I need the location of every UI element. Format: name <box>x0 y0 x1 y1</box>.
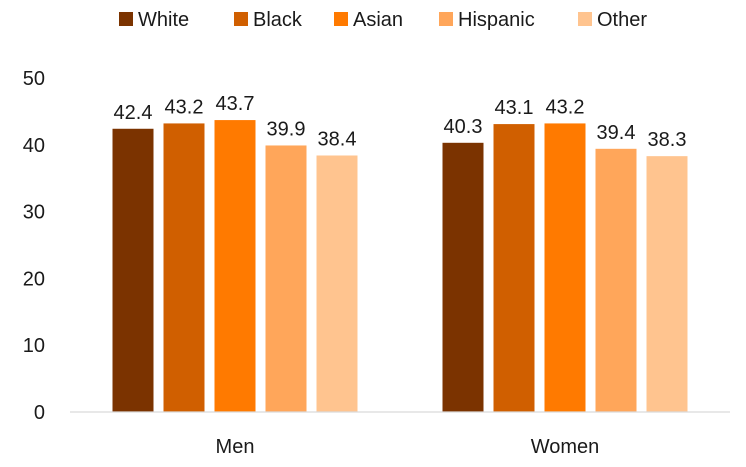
legend-item: Hispanic <box>439 9 535 31</box>
bar <box>595 148 637 413</box>
data-label: 43.1 <box>495 97 534 119</box>
bar <box>112 128 154 412</box>
legend-swatch <box>578 12 592 26</box>
bar <box>163 123 205 412</box>
legend-label: Hispanic <box>458 9 535 31</box>
bars <box>112 120 688 413</box>
legend-label: White <box>138 9 189 31</box>
bar <box>265 145 307 412</box>
legend-swatch <box>439 12 453 26</box>
data-label: 43.7 <box>216 93 255 115</box>
y-tick-label: 10 <box>23 335 45 357</box>
legend-item: Other <box>578 9 647 31</box>
x-tick-label: Women <box>531 436 600 458</box>
data-label: 42.4 <box>114 102 153 124</box>
bar <box>544 123 586 412</box>
data-label: 38.3 <box>648 129 687 151</box>
bar <box>214 120 256 413</box>
y-axis: 0 10 20 30 40 50 <box>23 68 45 424</box>
data-labels: 42.4 43.2 43.7 39.9 38.4 40.3 43.1 43.2 39.4 38.3 <box>114 93 687 151</box>
legend-swatch <box>334 12 348 26</box>
y-tick-label: 40 <box>23 135 45 157</box>
data-label: 43.2 <box>546 96 585 118</box>
bar <box>442 142 484 412</box>
data-label: 43.2 <box>165 96 204 118</box>
y-tick-label: 30 <box>23 202 45 224</box>
data-label: 39.4 <box>597 122 636 144</box>
legend-item: Black <box>234 9 303 31</box>
y-tick-label: 50 <box>23 68 45 90</box>
legend-swatch <box>234 12 248 26</box>
data-label: 40.3 <box>444 116 483 138</box>
legend: White Black Asian Hispanic Other <box>119 9 647 31</box>
data-label: 39.9 <box>267 118 306 140</box>
legend-label: Asian <box>353 9 403 31</box>
legend-item: Asian <box>334 9 403 31</box>
x-axis: Men Women <box>216 436 600 458</box>
data-label: 38.4 <box>318 128 357 150</box>
legend-swatch <box>119 12 133 26</box>
y-tick-label: 20 <box>23 268 45 290</box>
bar <box>646 156 688 412</box>
legend-label: Black <box>253 9 303 31</box>
bar <box>316 155 358 412</box>
legend-label: Other <box>597 9 647 31</box>
y-tick-label: 0 <box>34 402 45 424</box>
x-tick-label: Men <box>216 436 255 458</box>
legend-item: White <box>119 9 189 31</box>
bar <box>493 124 535 412</box>
